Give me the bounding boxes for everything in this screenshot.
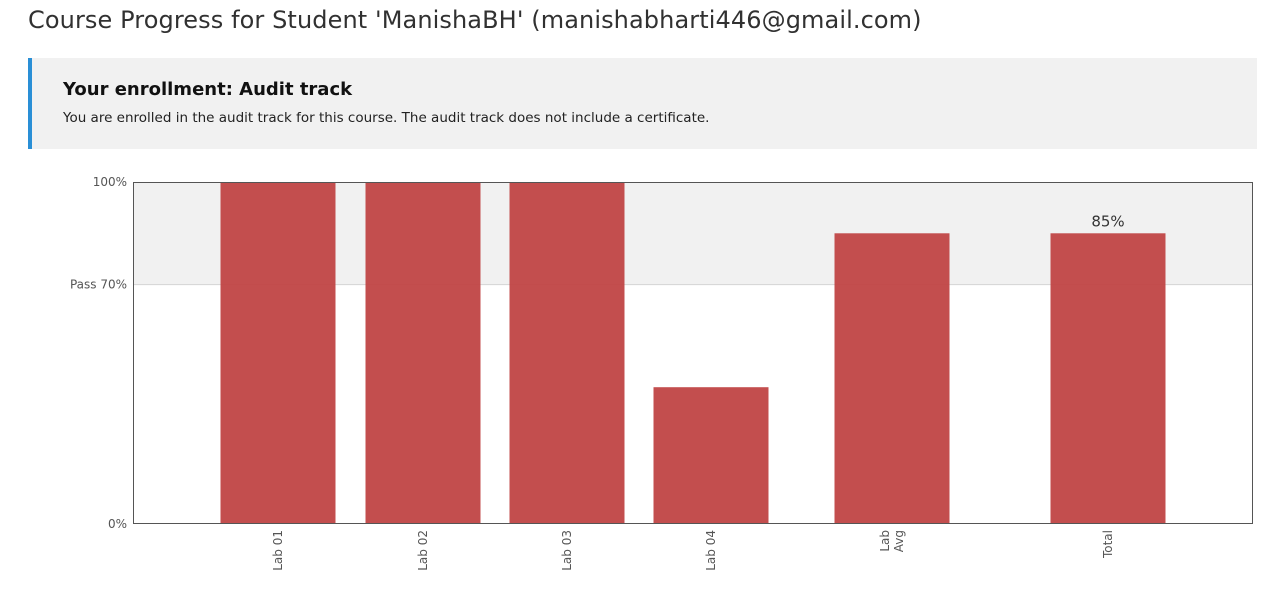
x-category-label-4: Lab Avg [878, 530, 906, 552]
bar-3 [653, 387, 769, 524]
bar-1 [365, 182, 481, 524]
enrollment-text: You are enrolled in the audit track for … [63, 110, 710, 126]
enrollment-message: Your enrollment: Audit track You are enr… [28, 58, 1257, 149]
bar-2 [509, 182, 625, 524]
x-category-label-5: Total [1101, 530, 1115, 559]
x-category-label-4-line-1: Avg [892, 530, 906, 552]
bar-4 [834, 233, 950, 525]
x-category-label-0: Lab 01 [271, 530, 285, 571]
x-category-label-2: Lab 03 [560, 530, 574, 571]
bar-value-label-5: 85% [1091, 212, 1124, 230]
y-tick-label-1: Pass 70% [70, 278, 127, 292]
x-category-label-1-line-0: Lab 02 [416, 530, 430, 571]
plot-frame [133, 182, 1253, 524]
page-title: Course Progress for Student 'ManishaBH' … [28, 6, 922, 34]
enrollment-heading: Your enrollment: Audit track [63, 79, 353, 100]
x-category-label-5-line-0: Total [1101, 530, 1115, 559]
x-category-label-2-line-0: Lab 03 [560, 530, 574, 571]
x-category-label-3-line-0: Lab 04 [704, 530, 718, 571]
bar-0 [220, 182, 336, 524]
x-category-label-0-line-0: Lab 01 [271, 530, 285, 571]
y-tick-label-0: 100% [93, 175, 127, 189]
bar-5 [1050, 233, 1166, 525]
x-category-label-1: Lab 02 [416, 530, 430, 571]
x-category-label-3: Lab 04 [704, 530, 718, 571]
x-category-label-4-line-0: Lab [878, 530, 892, 552]
y-tick-label-2: 0% [108, 517, 127, 531]
